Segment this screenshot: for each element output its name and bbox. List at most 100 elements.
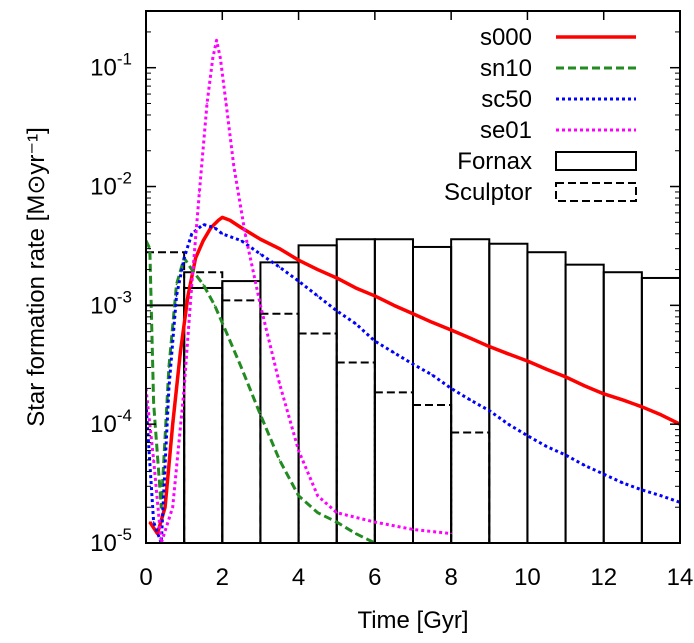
series-se01-line: [146, 38, 452, 543]
series-s000-point: [221, 216, 224, 219]
series-sc50-line: [146, 222, 680, 543]
x-axis: 0 2 4 6 8 10 12 14: [139, 11, 693, 591]
series-s000-point: [179, 351, 182, 354]
legend-swatch-sculptor: [555, 182, 637, 202]
series-s000-point: [526, 360, 529, 362]
fornax-bar: [450, 238, 491, 543]
series-s000-point: [187, 295, 189, 297]
y-tick-label: 10-5: [90, 525, 132, 557]
series-sc50-point: [583, 464, 586, 467]
sculptor-bar: [259, 312, 300, 543]
series-s000-point: [229, 219, 231, 222]
series-sc50-point: [564, 454, 567, 456]
series-sc50-point: [190, 233, 193, 235]
series-s000-point: [354, 287, 357, 289]
series-sn10-point: [152, 402, 155, 405]
sculptor-bar: [221, 299, 262, 543]
series-sc50-point: [297, 280, 300, 282]
legend: s000 sn10 sc50 se01 Fornax Sculptor: [444, 24, 637, 206]
series-s000-point: [602, 393, 605, 395]
series-s000-point: [156, 532, 159, 535]
series-sn10-point: [259, 413, 262, 416]
series-sn10-point: [168, 366, 170, 369]
plot-frame: [145, 10, 681, 544]
series-s000-point: [217, 219, 220, 222]
legend-label-sn10: sn10: [480, 55, 532, 82]
x-tick-label: 10: [514, 564, 541, 591]
series-sc50-point: [316, 295, 319, 297]
series-s000-point: [545, 368, 548, 371]
series-sc50-point: [152, 521, 155, 523]
sculptor-bar: [335, 361, 376, 543]
sculptor-bar: [373, 391, 415, 543]
series-sc50-point: [221, 233, 224, 235]
series-sc50-point: [469, 399, 472, 401]
series-se01-point: [450, 532, 452, 535]
series-sc50-point: [354, 322, 357, 325]
series-s000-point: [469, 337, 472, 339]
series-s000-point: [171, 423, 174, 425]
series-sc50-point: [259, 253, 262, 255]
sculptor-bar: [183, 271, 224, 543]
series-sc50-point: [175, 295, 178, 297]
series-s000-point: [194, 257, 197, 259]
series-s000-point: [316, 268, 319, 271]
series-s000-point: [240, 226, 243, 229]
series-se01-point: [374, 521, 376, 523]
series-sc50-point: [488, 409, 491, 412]
series-s000-point: [450, 329, 452, 331]
series-s000-point: [507, 353, 510, 355]
series-s000-point: [278, 247, 281, 250]
series-se01-point: [215, 39, 218, 42]
series-se01-point: [278, 382, 281, 385]
fornax-bar: [526, 251, 567, 543]
series-s000-point: [583, 385, 586, 387]
x-tick-label: 8: [444, 564, 457, 591]
x-tick-label: 14: [667, 564, 694, 591]
series-s000-point: [259, 238, 262, 241]
series-se01-point: [152, 459, 155, 461]
series-s000-point: [564, 376, 567, 378]
x-tick-label: 0: [139, 564, 152, 591]
series-layer: [146, 38, 680, 543]
y-tick-label: 10-1: [90, 50, 132, 82]
series-sc50-point: [526, 434, 529, 437]
series-sc50-point: [213, 226, 216, 229]
series-sn10-point: [316, 511, 319, 514]
fornax-bar: [602, 271, 643, 543]
series-sc50-point: [278, 266, 281, 268]
fornax-bar: [259, 261, 300, 543]
series-se01-point: [171, 506, 174, 509]
series-sc50-point: [412, 363, 414, 365]
series-sc50-point: [602, 473, 605, 475]
series-sc50-point: [168, 387, 170, 390]
series-sc50-point: [202, 223, 205, 226]
fornax-bar: [373, 238, 415, 543]
series-se01-point: [297, 449, 300, 452]
series-s000-point: [374, 295, 376, 297]
series-sc50-point: [240, 239, 243, 242]
x-tick-label: 12: [590, 564, 617, 591]
series-sc50-point: [335, 309, 338, 312]
sculptor-bar: [412, 403, 453, 543]
series-sn10-point: [202, 283, 205, 286]
y-axis-label: Star formation rate [M⊙yr⁻¹]: [23, 127, 50, 427]
legend-label-se01: se01: [480, 117, 532, 144]
legend-label-sc50: sc50: [481, 86, 532, 113]
sculptor-bar: [450, 431, 491, 543]
series-se01-point: [183, 387, 185, 390]
y-axis: 10-5 10-4 10-3 10-2 10-1: [90, 31, 680, 557]
series-sn10-point: [225, 330, 227, 333]
series-sn10-point: [297, 494, 300, 497]
x-tick-label: 4: [292, 564, 305, 591]
legend-label-s000: s000: [480, 24, 532, 51]
series-s000-point: [164, 506, 166, 509]
series-se01-point: [232, 164, 235, 167]
series-s000-point: [393, 304, 395, 307]
series-s000-point: [202, 239, 205, 242]
x-tick-label: 6: [368, 564, 381, 591]
series-se01-point: [335, 511, 338, 514]
y-tick-label: 10-4: [90, 406, 132, 438]
series-s000-point: [488, 345, 491, 348]
